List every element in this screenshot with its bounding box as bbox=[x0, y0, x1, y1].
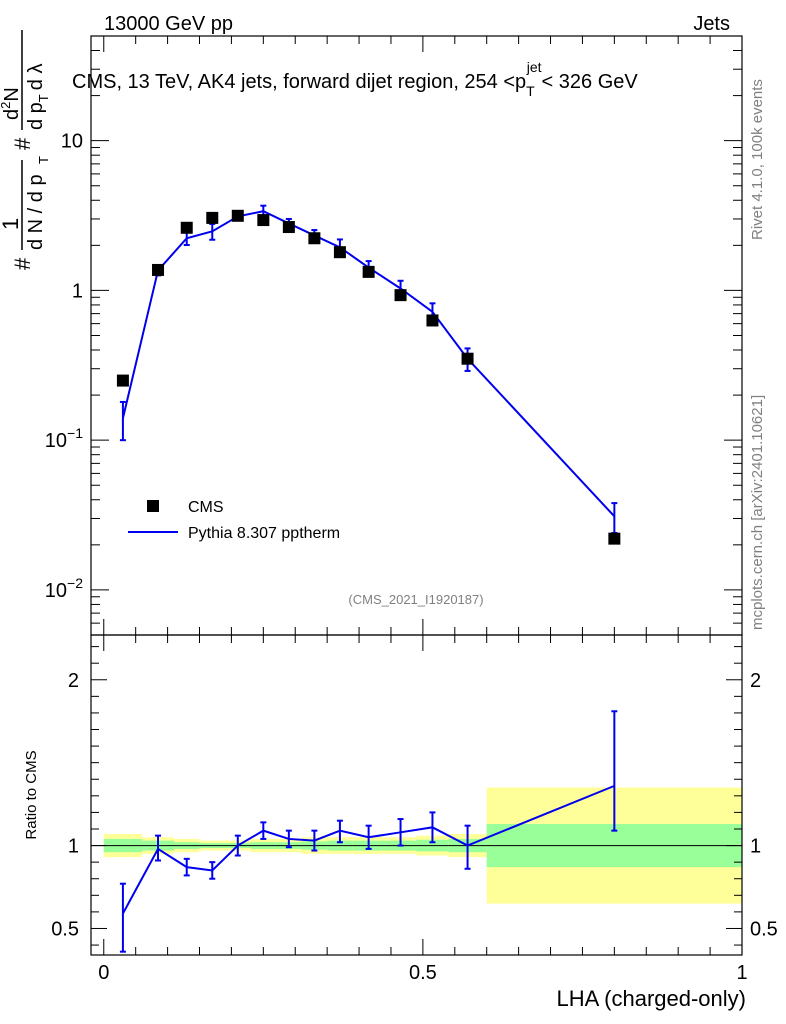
cms-data-point bbox=[180, 221, 193, 234]
main-ytick-label-2: 1 bbox=[72, 280, 83, 302]
xtick-label-0: 0 bbox=[98, 962, 109, 984]
ylabel-frac2-num-sup: 2 bbox=[0, 102, 13, 109]
cms-data-point bbox=[116, 374, 129, 387]
ratio-frame bbox=[90, 634, 743, 956]
analysis-watermark: (CMS_2021_I1920187) bbox=[348, 592, 483, 607]
ratio-data-layer bbox=[119, 710, 618, 953]
main-ytick-label-0: 10−2 bbox=[45, 575, 83, 602]
xtick-label-2: 1 bbox=[736, 962, 747, 984]
main-ytick-label-base: 10 bbox=[45, 580, 67, 602]
xtick-label-1: 0.5 bbox=[409, 962, 437, 984]
main-ytick-label-3: 10 bbox=[61, 131, 83, 153]
ylabel-hash-2: # bbox=[10, 137, 35, 150]
ratio-ytick-label-right-2: 2 bbox=[750, 670, 761, 692]
xlabel: LHA (charged-only) bbox=[556, 986, 746, 1011]
main-data-layer bbox=[116, 204, 621, 545]
chart-title-sub-t: T bbox=[526, 83, 535, 99]
cms-data-point bbox=[206, 211, 219, 224]
mcplots-label: mcplots.cern.ch [arXiv:2401.10621] bbox=[749, 395, 766, 630]
cms-data-point bbox=[362, 265, 375, 278]
cms-data-point bbox=[282, 221, 295, 234]
ratio-pythia-line bbox=[122, 784, 615, 915]
cms-data-point bbox=[333, 246, 346, 259]
cms-data-point bbox=[308, 232, 321, 245]
ylabel-hash-1: # bbox=[10, 257, 35, 270]
ylabel-frac2-num: d2N bbox=[0, 87, 23, 120]
ratio-ylabel: Ratio to CMS bbox=[23, 750, 40, 839]
main-frame bbox=[90, 35, 743, 636]
rivet-version-label: Rivet 4.1.0, 100k events bbox=[749, 79, 766, 240]
chart-title: CMS, 13 TeV, AK4 jets, forward dijet reg… bbox=[72, 59, 638, 99]
ratio-ytick-label-right-1: 1 bbox=[750, 836, 761, 858]
legend-label-pythia: Pythia 8.307 pptherm bbox=[188, 525, 340, 542]
main-ytick-label-exp: −2 bbox=[67, 575, 83, 591]
cms-data-point bbox=[426, 314, 439, 327]
chart-title-sup-jet: jet bbox=[526, 59, 542, 75]
cms-data-point bbox=[152, 263, 165, 276]
pythia-line bbox=[121, 210, 616, 518]
cms-data-point bbox=[257, 214, 270, 227]
main-ytick-label-1: 10−1 bbox=[45, 425, 83, 452]
ylabel-frac2-den: d pTd λ bbox=[25, 64, 51, 130]
legend-marker-cms bbox=[147, 500, 159, 512]
header-right-label: Jets bbox=[693, 13, 730, 35]
legend: CMS Pythia 8.307 pptherm bbox=[128, 499, 340, 542]
cms-data-point bbox=[461, 352, 474, 365]
main-ylabel: # 1 d N / d p T # d2N d pTd λ bbox=[0, 30, 51, 270]
ratio-ytick-label-left-2: 2 bbox=[68, 670, 79, 692]
cms-data-point bbox=[608, 532, 621, 545]
ratio-ytick-label-left-1: 1 bbox=[68, 836, 79, 858]
ylabel-frac2-den-rest: d λ bbox=[25, 64, 47, 91]
ylabel-frac2-den-sub: T bbox=[36, 94, 51, 102]
ylabel-frac1-num: 1 bbox=[0, 218, 23, 230]
ratio-ytick-label-right-0: 0.5 bbox=[750, 918, 778, 940]
ylabel-frac2-den-dp: d p bbox=[25, 102, 47, 130]
cms-data-point bbox=[231, 209, 244, 222]
chart-title-part-1: CMS, 13 TeV, AK4 jets, forward dijet reg… bbox=[72, 71, 526, 93]
chart-title-part-2: < 326 GeV bbox=[542, 71, 639, 93]
main-ytick-label-base: 10 bbox=[45, 430, 67, 452]
ylabel-frac2-num-rest: N bbox=[1, 87, 23, 101]
main-ytick-label-exp: −1 bbox=[67, 425, 83, 441]
ratio-panel: 0.5 0.51 12 20 0.5 1 bbox=[51, 634, 778, 984]
ylabel-frac1-den: d N / d p bbox=[25, 174, 47, 250]
cms-data-point bbox=[394, 289, 407, 302]
ylabel-frac1-sub: T bbox=[36, 156, 51, 164]
ratio-ytick-label-left-0: 0.5 bbox=[51, 918, 79, 940]
ylabel-frac2-num-d: d bbox=[1, 109, 23, 120]
legend-label-cms: CMS bbox=[188, 499, 224, 516]
header-left-label: 13000 GeV pp bbox=[104, 13, 233, 35]
